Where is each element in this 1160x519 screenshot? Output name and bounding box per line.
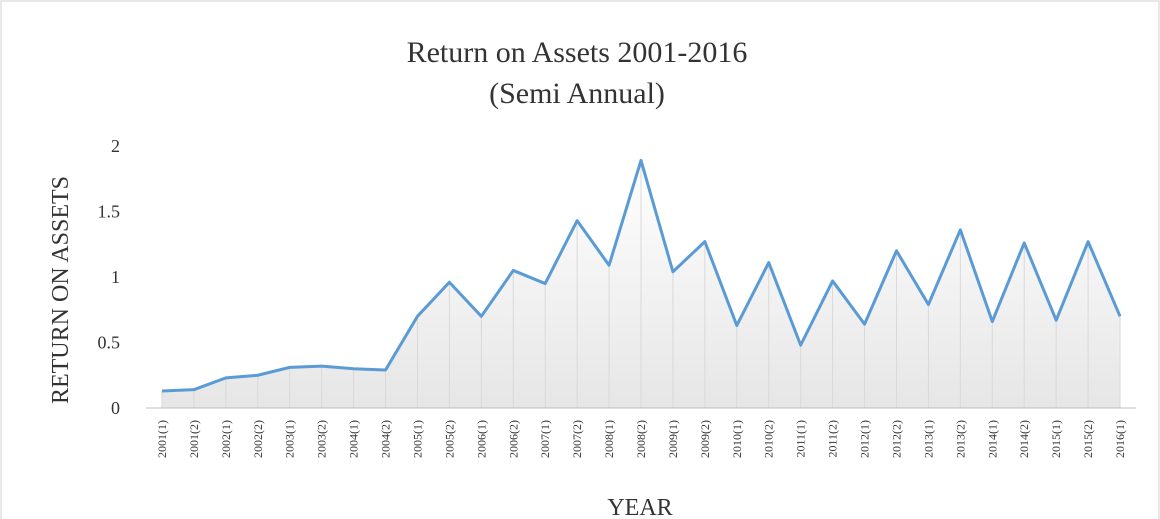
x-tick-label: 2011(2) bbox=[826, 420, 840, 458]
y-tick-label: 0 bbox=[111, 398, 120, 418]
chart-subtitle: (Semi Annual) bbox=[489, 77, 665, 110]
plot-area: 0 0.5 1 1.5 2 2001(1) 2001(2) 2002(1) 2002(2) 200… bbox=[98, 136, 1136, 458]
y-tick-label: 1.5 bbox=[98, 202, 121, 222]
y-axis-label: RETURN ON ASSETS bbox=[48, 176, 74, 404]
x-tick-label: 2004(2) bbox=[379, 420, 393, 458]
x-tick-label: 2013(1) bbox=[921, 420, 935, 458]
x-axis-label: YEAR bbox=[607, 495, 672, 519]
x-tick-label: 2004(1) bbox=[347, 420, 361, 458]
x-tick-label: 2015(2) bbox=[1081, 420, 1095, 458]
y-tick-label: 1 bbox=[111, 267, 120, 287]
x-tick-label: 2008(1) bbox=[602, 420, 616, 458]
x-tick-label: 2014(2) bbox=[1017, 420, 1031, 458]
x-tick-label: 2014(1) bbox=[985, 420, 999, 458]
chart-title: Return on Assets 2001-2016 bbox=[407, 36, 748, 69]
x-tick-label: 2008(2) bbox=[634, 420, 648, 458]
x-tick-label: 2007(2) bbox=[570, 420, 584, 458]
x-tick-label: 2007(1) bbox=[538, 420, 552, 458]
x-tick-label: 2001(1) bbox=[155, 420, 169, 458]
x-tick-label: 2009(1) bbox=[666, 420, 680, 458]
x-tick-label: 2005(1) bbox=[410, 420, 424, 458]
x-tick-label: 2015(1) bbox=[1049, 420, 1063, 458]
y-tick-label: 0.5 bbox=[98, 333, 121, 353]
x-tick-label: 2009(2) bbox=[698, 420, 712, 458]
x-tick-label: 2012(1) bbox=[858, 420, 872, 458]
x-tick-label: 2002(2) bbox=[251, 420, 265, 458]
x-tick-label: 2011(1) bbox=[794, 420, 808, 458]
x-tick-label: 2012(2) bbox=[889, 420, 903, 458]
data-line bbox=[161, 158, 1122, 393]
x-tick-label: 2003(1) bbox=[283, 420, 297, 458]
x-tick-label: 2010(2) bbox=[762, 420, 776, 458]
x-tick-label: 2002(1) bbox=[219, 420, 233, 458]
x-tick-label: 2013(2) bbox=[953, 420, 967, 458]
x-tick-label: 2003(2) bbox=[315, 420, 329, 458]
y-tick-label: 2 bbox=[111, 136, 120, 156]
x-tick-label: 2005(2) bbox=[442, 420, 456, 458]
x-tick-label: 2006(2) bbox=[506, 420, 520, 458]
x-tick-label: 2001(2) bbox=[187, 420, 201, 458]
x-tick-label: 2006(1) bbox=[474, 420, 488, 458]
x-tick-label: 2016(1) bbox=[1113, 420, 1127, 458]
x-tick-label: 2010(1) bbox=[730, 420, 744, 458]
